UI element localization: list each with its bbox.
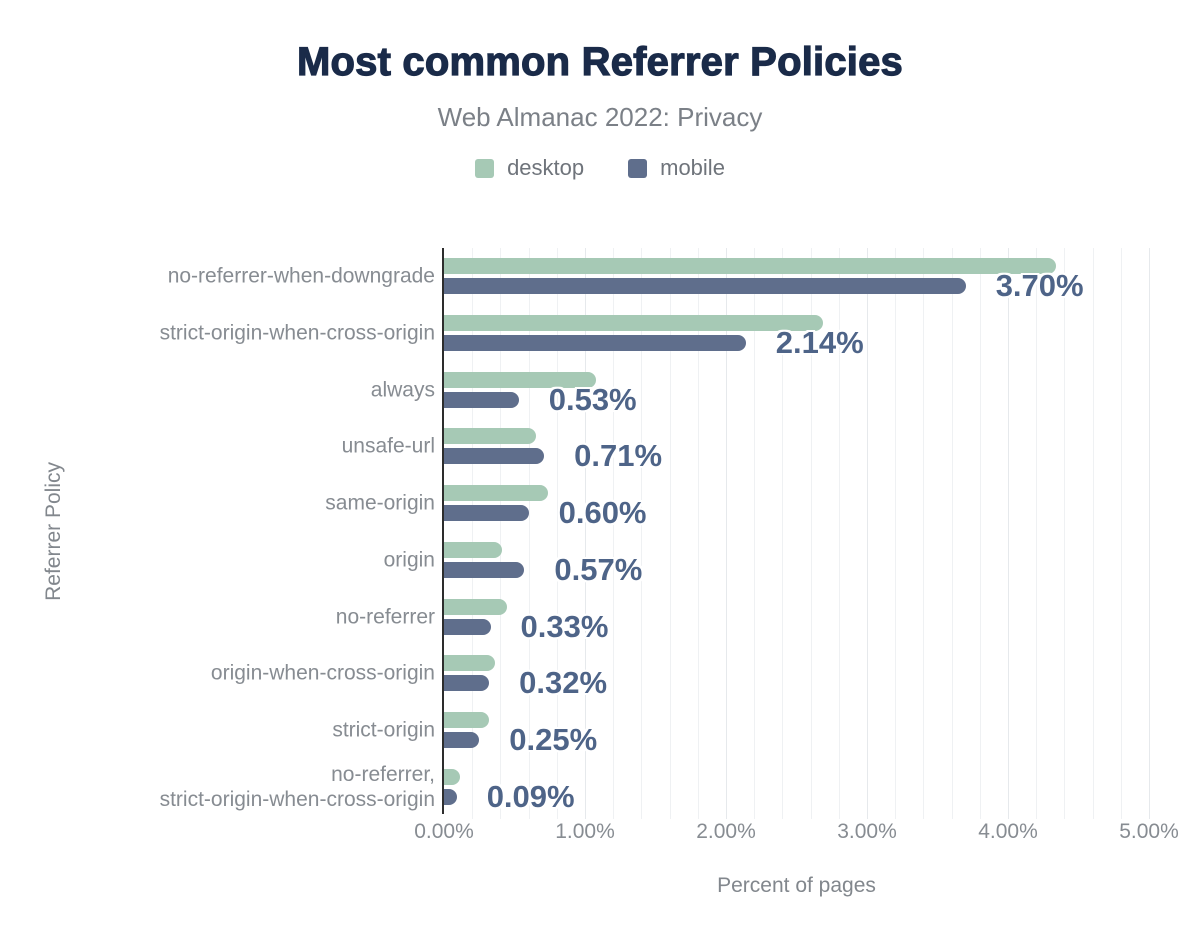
category-label: no-referrer-when-downgrade (167, 264, 435, 288)
x-axis-title: Percent of pages (717, 874, 876, 897)
x-tick-label: 3.00% (837, 820, 897, 843)
category-label: always (370, 378, 435, 402)
gridline-minor (895, 248, 897, 819)
bar-row: 2.14% (444, 305, 1149, 362)
bar-mobile (444, 391, 519, 408)
bar-row: 3.70% (444, 248, 1149, 305)
gridline-minor (782, 248, 784, 819)
category-label: same-origin (325, 491, 435, 515)
bar-desktop (444, 371, 597, 388)
bar-desktop (444, 541, 502, 558)
value-label: 0.09% (486, 778, 575, 814)
bar-mobile (444, 675, 490, 692)
category-label: origin-when-cross-origin (210, 661, 435, 685)
gridline-major (867, 248, 868, 819)
x-tick-label: 0.00% (414, 820, 474, 843)
bar-desktop (444, 428, 536, 445)
gridline-major (1008, 248, 1009, 819)
bar-row: 0.09% (444, 758, 1149, 815)
gridline-minor (1064, 248, 1066, 819)
bar-desktop (444, 485, 549, 502)
bar-mobile (444, 561, 525, 578)
gridline-minor (641, 248, 643, 819)
gridline-minor (556, 248, 558, 819)
bar-desktop (444, 768, 460, 785)
bar-row: 0.57% (444, 532, 1149, 589)
bar-mobile (444, 618, 491, 635)
x-tick-label: 5.00% (1119, 820, 1179, 843)
bar-desktop (444, 315, 824, 332)
bar-mobile (444, 731, 480, 748)
gridline-minor (500, 248, 502, 819)
bar-desktop (444, 711, 490, 728)
bar-row: 0.53% (444, 361, 1149, 418)
category-label: unsafe-url (341, 434, 435, 458)
value-label: 0.60% (558, 495, 647, 531)
value-label: 3.70% (995, 268, 1084, 304)
legend-swatch-mobile (628, 158, 648, 178)
value-label: 2.14% (775, 325, 864, 361)
legend-label: mobile (660, 155, 725, 180)
gridline-major (585, 248, 586, 819)
bar-row: 0.33% (444, 588, 1149, 645)
value-label: 0.32% (519, 665, 608, 701)
chart-title: Most common Referrer Policies (296, 39, 903, 84)
gridline-minor (754, 248, 756, 819)
gridline-major (726, 248, 727, 819)
bar-mobile (444, 335, 746, 352)
gridline-minor (923, 248, 925, 819)
x-axis: 0.00% 1.00% 2.00% 3.00% 4.00% 5.00% (414, 820, 1179, 846)
legend-item-mobile: mobile (628, 155, 725, 181)
bar-mobile (444, 448, 545, 465)
legend-item-desktop: desktop (475, 155, 584, 181)
bar-desktop (444, 655, 495, 672)
gridline-minor (1036, 248, 1038, 819)
gridline-minor (697, 248, 699, 819)
bar-row: 0.71% (444, 418, 1149, 475)
gridline-minor (528, 248, 530, 819)
plot-area: 3.70% 2.14% 0.53% 0.71% 0.60% 0.57% 0.33% 0.32%… (444, 248, 1150, 819)
gridline-minor (472, 248, 474, 819)
legend-swatch-desktop (475, 158, 495, 178)
category-label: strict-origin (332, 718, 435, 742)
bar-row: 0.32% (444, 645, 1149, 702)
value-label: 0.25% (509, 721, 598, 757)
chart-subtitle: Web Almanac 2022: Privacy (437, 102, 763, 132)
gridline-minor (669, 248, 671, 819)
gridline-minor (613, 248, 615, 819)
y-axis-line (442, 248, 444, 814)
category-label: no-referrer (335, 605, 435, 629)
category-labels: no-referrer-when-downgrade strict-origin-… (0, 248, 444, 815)
bar-mobile (444, 505, 529, 522)
value-label: 0.71% (574, 438, 663, 474)
legend: desktop mobile (0, 155, 1200, 181)
gridline-minor (979, 248, 981, 819)
category-label: no-referrer, strict-origin-when-cross-or… (159, 762, 435, 811)
bar-mobile (444, 788, 457, 805)
bar-row: 0.60% (444, 475, 1149, 532)
value-label: 0.57% (554, 551, 643, 587)
bar-row: 0.25% (444, 702, 1149, 759)
x-tick-label: 2.00% (696, 820, 756, 843)
gridline-minor (951, 248, 953, 819)
gridline-minor (810, 248, 812, 819)
category-label: strict-origin-when-cross-origin (159, 321, 435, 345)
value-label: 0.53% (548, 381, 637, 417)
legend-label: desktop (507, 155, 585, 180)
gridline-minor (838, 248, 840, 819)
bar-mobile (444, 278, 966, 295)
x-tick-label: 1.00% (555, 820, 615, 843)
gridline-major (1149, 248, 1150, 819)
bar-desktop (444, 598, 508, 615)
category-label: origin (383, 548, 435, 572)
value-label: 0.33% (520, 608, 609, 644)
gridline-minor (1092, 248, 1094, 819)
bar-desktop (444, 258, 1056, 275)
x-tick-label: 4.00% (978, 820, 1038, 843)
gridline-minor (1120, 248, 1122, 819)
